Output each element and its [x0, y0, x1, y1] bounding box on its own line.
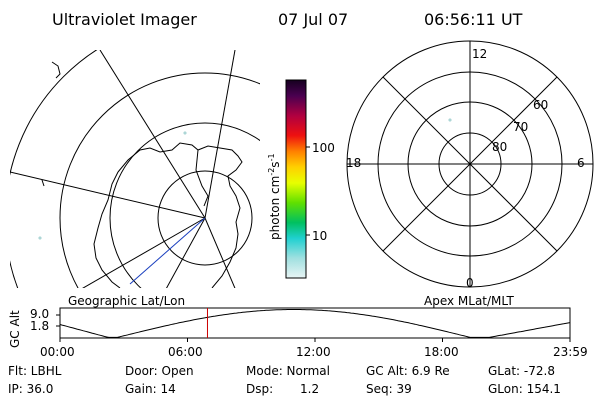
altitude-frame — [59, 307, 571, 339]
meridian — [166, 217, 206, 288]
date-label: 07 Jul 07 — [278, 10, 349, 29]
colorbar-tick-100: 100 — [312, 141, 335, 155]
geographic-label: Geographic Lat/Lon — [68, 294, 186, 308]
mlat-label-60: 60 — [533, 98, 549, 112]
info-mode: Mode: Normal — [246, 364, 330, 378]
coastline — [93, 142, 243, 288]
info-flt: Flt: LBHL — [8, 364, 62, 378]
colorbar-scale — [285, 79, 307, 279]
apex-label: Apex MLat/MLT — [424, 294, 514, 308]
data-speck — [38, 236, 42, 240]
time-label: 06:56:11 UT — [424, 10, 523, 29]
meridian — [10, 171, 206, 219]
info-dsp-value: 1.2 — [300, 382, 320, 396]
lat-circle-60 — [59, 72, 260, 288]
mlt-label-18: 18 — [346, 156, 362, 170]
mlt-label-12: 12 — [472, 47, 488, 61]
altitude-plot — [56, 307, 571, 342]
lat-circle-70 — [109, 122, 260, 288]
info-gcalt: GC Alt: 6.9 Re — [366, 364, 450, 378]
xtick-label-0000: 00:00 — [40, 345, 75, 359]
xtick-label-1800: 18:00 — [424, 345, 459, 359]
altitude-ylabel: GC Alt — [8, 310, 22, 348]
info-seq: Seq: 39 — [366, 382, 412, 396]
info-gain: Gain: 14 — [125, 382, 176, 396]
info-glon: GLon: 154.1 — [488, 382, 561, 396]
mlat-label-70: 70 — [513, 120, 529, 134]
xtick-label-1200: 12:00 — [296, 345, 331, 359]
data-speck — [448, 118, 452, 122]
geographic-map — [10, 50, 260, 288]
mlat-label-80: 80 — [492, 140, 508, 154]
lat-circle-80 — [157, 170, 253, 266]
mlt-line-diag — [382, 76, 558, 252]
ytick-label-9: 9.0 — [30, 307, 50, 321]
colorbar-tick-10: 10 — [312, 229, 328, 243]
xtick-label-0600: 06:00 — [168, 345, 203, 359]
info-ip: IP: 36.0 — [8, 382, 54, 396]
meridian — [99, 50, 206, 219]
mlt-label-0: 0 — [466, 276, 474, 290]
polar-plot — [346, 40, 594, 288]
mlt-label-6: 6 — [577, 156, 585, 170]
info-dsp-label: Dsp: — [246, 382, 274, 396]
instrument-title: Ultraviolet Imager — [52, 10, 197, 29]
info-door: Door: Open — [125, 364, 194, 378]
meridian — [82, 217, 206, 288]
data-speck — [183, 131, 187, 135]
lat-circle-50 — [10, 50, 98, 288]
coastline-island — [51, 61, 61, 79]
coastline-island — [41, 179, 45, 187]
info-glat: GLat: -72.8 — [488, 364, 555, 378]
meridian — [204, 217, 236, 288]
colorbar — [285, 79, 310, 279]
meridian — [204, 50, 236, 219]
altitude-curve — [59, 309, 571, 338]
colorbar-label: photon cm-2s-1 — [267, 153, 282, 240]
xtick-label-2359: 23:59 — [553, 345, 588, 359]
altitude-xticks — [59, 338, 571, 342]
satellite-track — [129, 217, 206, 285]
ytick-label-1: 1.8 — [30, 319, 50, 333]
